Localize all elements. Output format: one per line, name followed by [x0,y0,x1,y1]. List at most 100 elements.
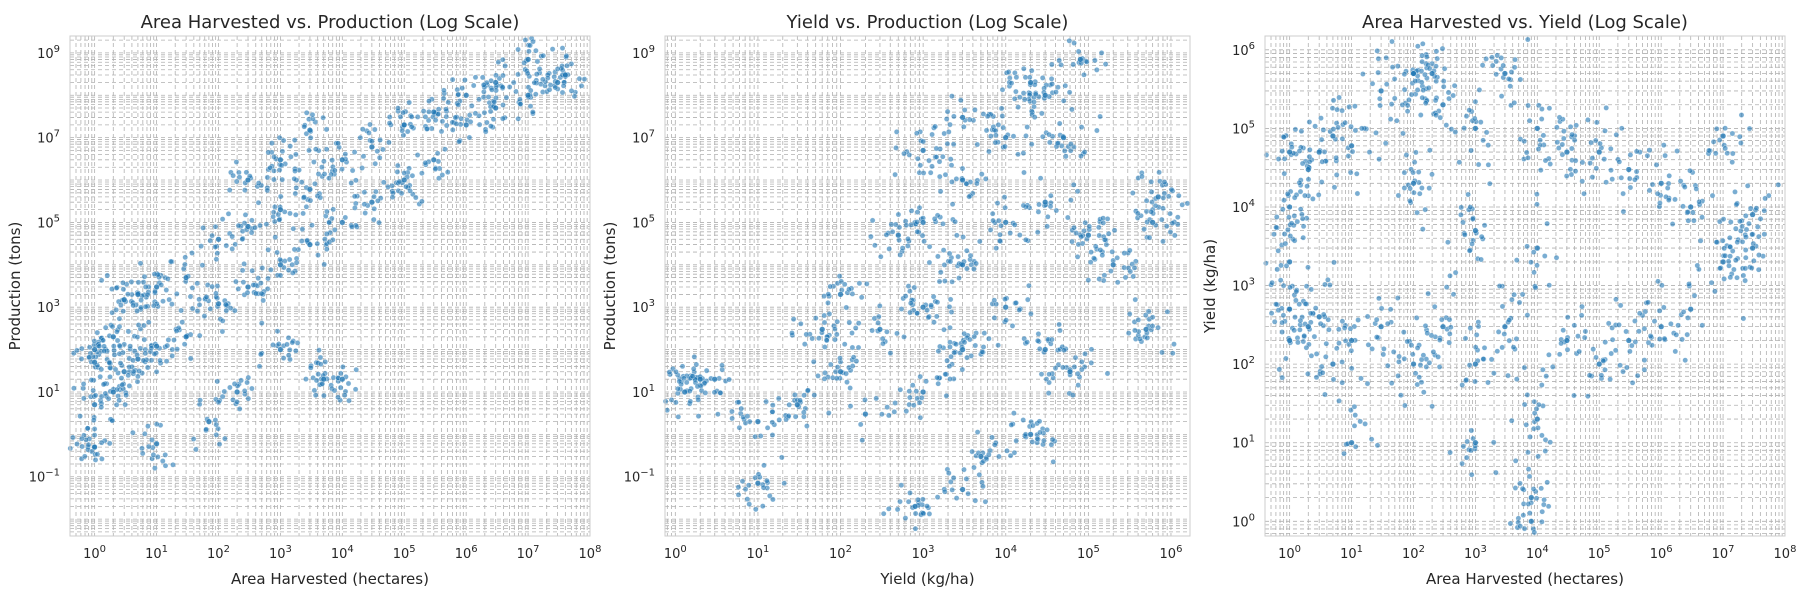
scatter-point [293,348,299,354]
scatter-point [1342,119,1348,126]
scatter-point [1414,87,1421,93]
scatter-point [1081,149,1088,155]
scatter-point [1047,203,1054,210]
y-tick-label: 109 [37,44,60,62]
scatter-point [826,311,833,317]
scatter-point [212,417,219,423]
scatter-point [372,160,378,167]
scatter-point [277,193,284,200]
scatter-point [1624,364,1630,371]
scatter-point [1726,263,1732,269]
scatter-point [98,277,105,284]
scatter-point [194,308,201,314]
scatter-point [1082,351,1088,357]
scatter-point [1000,124,1006,131]
scatter-point [1506,317,1512,323]
scatter-point [353,177,359,184]
scatter-point [134,291,141,298]
tick-base: 10 [37,386,54,401]
scatter-point [1298,128,1305,134]
scatter-point [1540,132,1547,139]
scatter-point [1283,355,1289,362]
scatter-point [1448,126,1455,132]
scatter-point [269,140,275,146]
scatter-point [924,503,930,509]
scatter-point [578,83,585,89]
scatter-point [463,121,470,128]
scatter-point [1632,339,1639,345]
scatter-point [109,323,116,330]
scatter-point [852,325,859,331]
scatter-point [275,211,281,218]
scatter-point [981,330,988,336]
tick-exponent: 6 [471,544,477,555]
scatter-point [215,300,222,307]
scatter-point [481,109,488,116]
scatter-point [80,381,87,387]
scatter-point [1378,323,1385,330]
scatter-point [189,285,196,291]
scatter-point [368,199,375,206]
scatter-point [880,340,886,347]
scatter-point [1542,437,1549,443]
scatter-point [951,113,957,120]
scatter-point [1281,197,1287,203]
scatter-point [1068,197,1074,203]
scatter-point [825,300,831,306]
x-axis-label: Area Harvested (hectares) [231,570,429,588]
scatter-point [702,390,709,396]
scatter-point [1026,282,1032,289]
scatter-point [1352,127,1359,134]
scatter-point [531,79,538,86]
scatter-point [371,193,377,200]
scatter-point [1060,98,1067,104]
scatter-point [1446,339,1452,346]
scatter-point [1308,319,1314,326]
scatter-point [1561,128,1567,134]
scatter-point [329,157,335,163]
scatter-point [214,283,221,289]
scatter-point [277,261,284,268]
tick-base: 10 [1402,547,1419,562]
scatter-point [1679,336,1685,343]
scatter-point [79,435,85,442]
scatter-point [1659,282,1665,289]
scatter-point [1642,308,1648,315]
scatter-point [323,126,330,133]
scatter-point [289,339,296,346]
scatter-point [753,506,759,513]
scatter-point [111,352,118,358]
scatter-point [1101,272,1108,279]
scatter-point [1420,41,1426,47]
scatter-point [525,56,532,63]
scatter-point [1685,217,1692,224]
scatter-point [1737,133,1743,140]
scatter-point [1074,370,1081,377]
scatter-point [116,351,123,357]
scatter-point [991,315,998,321]
x-tick-label: 105 [1077,544,1100,562]
tick-base: 10 [269,547,286,562]
scatter-point [891,409,898,415]
scatter-point [381,179,387,186]
scatter-point [182,254,188,261]
scatter-point [151,351,158,357]
scatter-point [1323,340,1330,347]
x-tick-labels: 100 101 102 103 104 105 106 107 108 [1278,544,1796,562]
scatter-point [438,128,445,135]
scatter-point [1481,345,1488,351]
scatter-point [1066,89,1073,96]
scatter-point [1155,193,1162,200]
scatter-point [1720,216,1727,222]
scatter-point [1094,67,1100,73]
scatter-point [96,343,103,349]
scatter-point [1109,249,1115,255]
scatter-point [1279,148,1285,154]
scatter-point [1445,89,1452,96]
scatter-point [324,208,330,215]
scatter-point [1401,169,1408,176]
scatter-point [1322,391,1328,398]
scatter-point [153,343,160,350]
scatter-point [213,256,220,262]
scatter-point [373,188,379,195]
